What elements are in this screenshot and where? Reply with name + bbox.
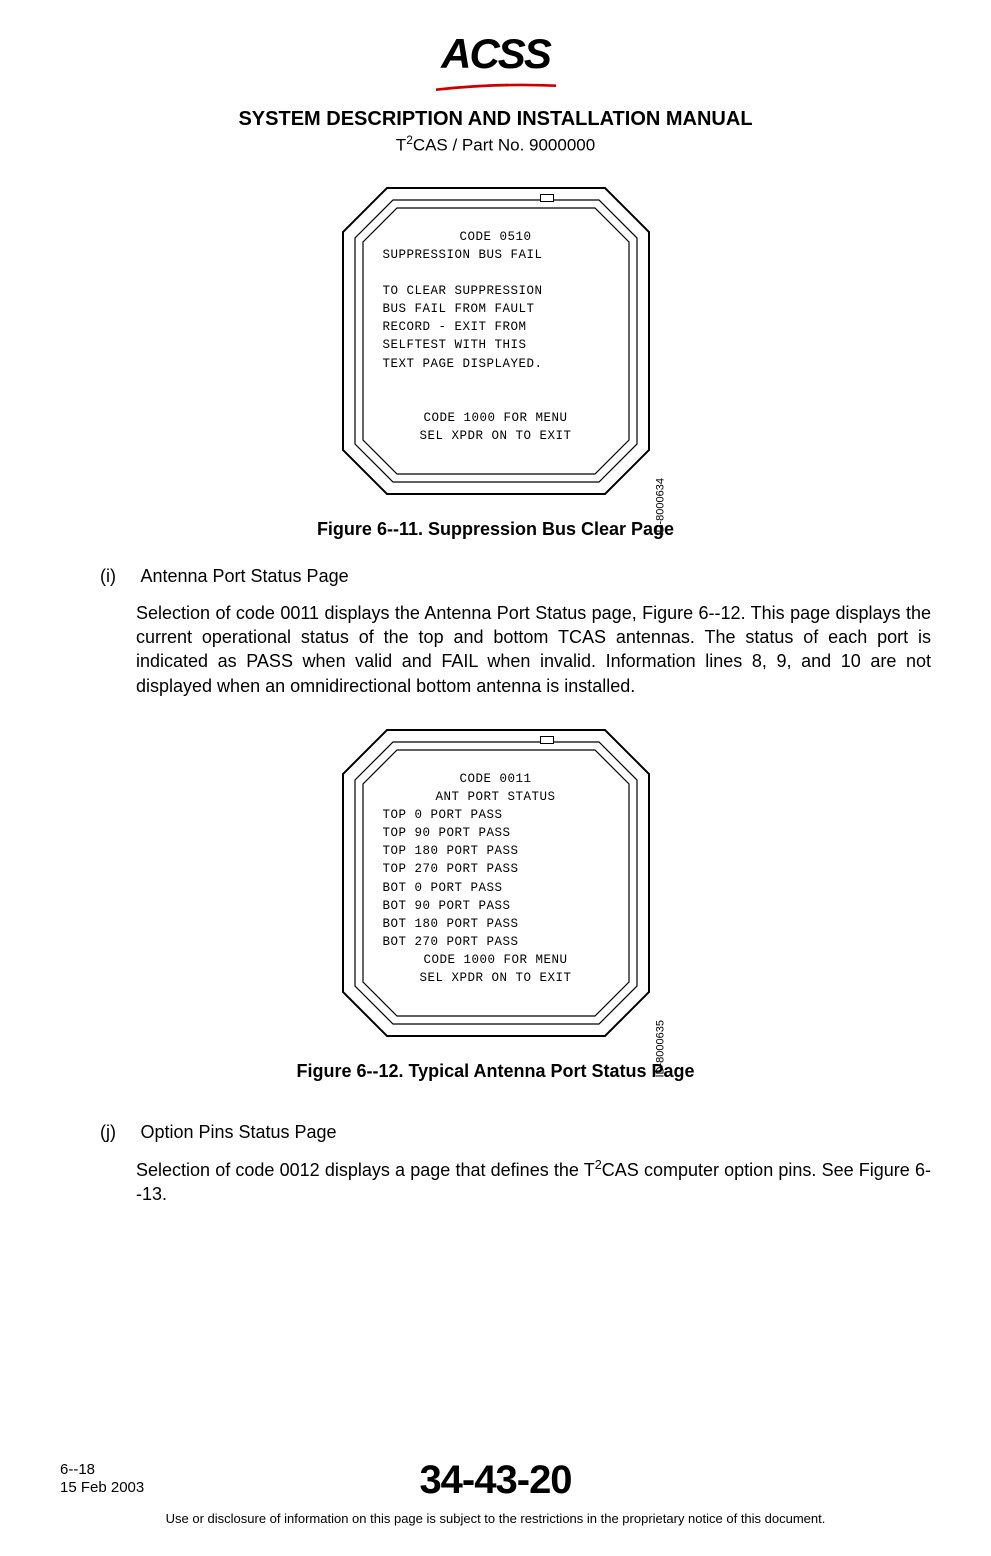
acss-logo: ACSS	[406, 30, 586, 96]
logo-text: ACSS	[406, 30, 586, 78]
page-header: ACSS SYSTEM DESCRIPTION AND INSTALLATION…	[60, 30, 931, 156]
figure-6-11: CODE 0510SUPPRESSION BUS FAIL TO CLEAR S…	[60, 186, 931, 501]
display-line: SUPPRESSION BUS FAIL	[383, 246, 609, 264]
display-line: BOT 180 PORT PASS	[383, 915, 609, 933]
display-line: TOP 0 PORT PASS	[383, 806, 609, 824]
display-line: SEL XPDR ON TO EXIT	[383, 427, 609, 445]
section-j: (j) Option Pins Status Page Selection of…	[100, 1122, 931, 1207]
part-rest: CAS / Part No. 9000000	[413, 136, 595, 155]
figure-id-label: ID-8000635	[655, 1020, 667, 1078]
display-line: BOT 90 PORT PASS	[383, 897, 609, 915]
display-line: TEXT PAGE DISPLAYED.	[383, 355, 609, 373]
display-line: CODE 1000 FOR MENU	[383, 951, 609, 969]
section-i: (i) Antenna Port Status Page Selection o…	[100, 566, 931, 698]
display-line: RECORD - EXIT FROM	[383, 318, 609, 336]
doc-number: 34-43-20	[60, 1458, 931, 1503]
display-text: CODE 0510SUPPRESSION BUS FAIL TO CLEAR S…	[383, 228, 609, 454]
display-line: BUS FAIL FROM FAULT	[383, 300, 609, 318]
led-indicator-icon	[540, 736, 554, 744]
body-sup: 2	[595, 1158, 602, 1172]
section-body: Selection of code 0011 displays the Ante…	[136, 601, 931, 698]
display-bezel: CODE 0510SUPPRESSION BUS FAIL TO CLEAR S…	[341, 186, 651, 496]
display-text: CODE 0011ANT PORT STATUSTOP 0 PORT PASST…	[383, 770, 609, 996]
section-body: Selection of code 0012 displays a page t…	[136, 1157, 931, 1207]
display-line: ANT PORT STATUS	[383, 788, 609, 806]
display-line	[383, 264, 609, 282]
led-indicator-icon	[540, 194, 554, 202]
footer-left: 6--18 15 Feb 2003	[60, 1461, 144, 1499]
logo-swoosh-icon	[406, 83, 586, 91]
figure-6-12: CODE 0011ANT PORT STATUSTOP 0 PORT PASST…	[60, 728, 931, 1043]
section-title: Antenna Port Status Page	[140, 566, 348, 586]
figure-caption: Figure 6--11. Suppression Bus Clear Page	[60, 519, 931, 540]
section-label: (j)	[100, 1122, 136, 1143]
display-line	[383, 391, 609, 409]
display-line: TOP 180 PORT PASS	[383, 842, 609, 860]
display-line: SEL XPDR ON TO EXIT	[383, 969, 609, 987]
footer-date: 15 Feb 2003	[60, 1479, 144, 1498]
figure-caption: Figure 6--12. Typical Antenna Port Statu…	[60, 1061, 931, 1082]
manual-title: SYSTEM DESCRIPTION AND INSTALLATION MANU…	[60, 108, 931, 131]
display-line	[383, 373, 609, 391]
display-line: BOT 270 PORT PASS	[383, 933, 609, 951]
part-sup: 2	[406, 133, 413, 147]
display-bezel: CODE 0011ANT PORT STATUSTOP 0 PORT PASST…	[341, 728, 651, 1038]
page-number: 6--18	[60, 1461, 144, 1480]
figure-id-label: ID-8000634	[655, 478, 667, 536]
display-line: BOT 0 PORT PASS	[383, 879, 609, 897]
display-line: CODE 0510	[383, 228, 609, 246]
display-line: SELFTEST WITH THIS	[383, 336, 609, 354]
section-title: Option Pins Status Page	[140, 1122, 336, 1142]
part-number: T2CAS / Part No. 9000000	[60, 133, 931, 156]
proprietary-notice: Use or disclosure of information on this…	[60, 1511, 931, 1526]
page-footer: 6--18 15 Feb 2003 34-43-20 Use or disclo…	[60, 1458, 931, 1526]
display-line: CODE 0011	[383, 770, 609, 788]
display-line: TOP 90 PORT PASS	[383, 824, 609, 842]
display-line: TOP 270 PORT PASS	[383, 860, 609, 878]
display-line: TO CLEAR SUPPRESSION	[383, 282, 609, 300]
display-line: CODE 1000 FOR MENU	[383, 409, 609, 427]
part-prefix: T	[396, 136, 406, 155]
body-pre: Selection of code 0012 displays a page t…	[136, 1160, 595, 1180]
section-label: (i)	[100, 566, 136, 587]
